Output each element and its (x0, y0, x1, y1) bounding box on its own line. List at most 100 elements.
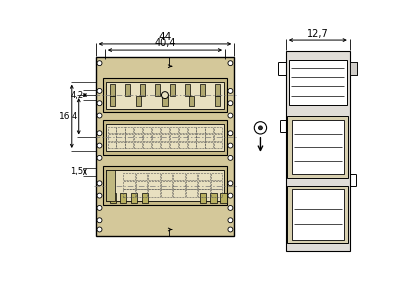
Bar (106, 124, 224, 151)
Bar (108, 142, 116, 148)
Circle shape (228, 227, 233, 232)
Bar (350, 62, 358, 75)
Bar (143, 142, 151, 148)
Bar (161, 127, 169, 133)
Circle shape (162, 92, 168, 99)
Bar (170, 127, 178, 133)
Bar (131, 193, 137, 203)
Text: 1,5: 1,5 (70, 167, 83, 176)
Bar (198, 189, 210, 197)
Bar (185, 84, 190, 95)
Text: 44: 44 (158, 32, 172, 42)
Circle shape (228, 61, 233, 66)
Bar (123, 173, 135, 180)
Bar (196, 127, 204, 133)
Bar (215, 84, 220, 95)
Bar (134, 134, 142, 141)
Bar (205, 127, 214, 133)
Bar (289, 60, 347, 105)
Bar (143, 134, 151, 141)
Circle shape (228, 193, 233, 198)
Bar (116, 142, 124, 148)
Bar (287, 116, 348, 178)
Bar (170, 134, 178, 141)
Bar (123, 181, 135, 188)
Bar (198, 181, 210, 188)
Circle shape (97, 131, 102, 136)
Circle shape (254, 122, 267, 134)
Bar (96, 57, 234, 236)
Bar (108, 127, 116, 133)
Bar (106, 82, 224, 109)
Text: 12,7: 12,7 (307, 29, 329, 38)
Circle shape (228, 131, 233, 136)
Bar (161, 142, 169, 148)
Circle shape (97, 218, 102, 223)
Bar (179, 127, 187, 133)
Bar (148, 189, 160, 197)
Bar (173, 189, 185, 197)
Circle shape (258, 126, 262, 130)
Bar (108, 134, 116, 141)
Bar (292, 190, 344, 240)
Bar (125, 127, 134, 133)
Text: 4,2: 4,2 (70, 91, 83, 100)
Circle shape (97, 181, 102, 186)
Bar (173, 181, 185, 188)
Bar (155, 84, 160, 95)
Circle shape (97, 113, 102, 118)
Bar (136, 95, 141, 106)
Circle shape (228, 218, 233, 223)
Bar (125, 142, 134, 148)
Bar (134, 142, 142, 148)
Bar (110, 84, 115, 95)
Bar (214, 142, 222, 148)
Bar (136, 181, 147, 188)
Bar (286, 51, 350, 251)
Bar (152, 142, 160, 148)
Bar (125, 134, 134, 141)
Bar (148, 173, 160, 180)
Bar (116, 127, 124, 133)
Bar (143, 127, 151, 133)
Bar (215, 95, 220, 106)
Bar (205, 142, 214, 148)
Bar (160, 181, 172, 188)
Bar (210, 189, 222, 197)
Bar (189, 95, 194, 106)
Bar (123, 189, 135, 197)
Bar (198, 173, 210, 180)
Bar (110, 193, 116, 203)
Bar (162, 95, 168, 106)
Bar (160, 173, 172, 180)
Bar (196, 142, 204, 148)
Bar (179, 134, 187, 141)
Bar (148, 181, 160, 188)
Bar (120, 193, 126, 203)
Bar (160, 189, 172, 197)
Bar (110, 95, 115, 106)
Bar (210, 173, 222, 180)
Bar (103, 78, 226, 112)
Circle shape (97, 155, 102, 160)
Bar (186, 189, 197, 197)
Bar (214, 134, 222, 141)
Circle shape (97, 101, 102, 106)
Bar (103, 166, 226, 205)
Circle shape (228, 88, 233, 93)
Bar (186, 181, 197, 188)
Bar (124, 84, 130, 95)
Bar (287, 186, 348, 243)
Bar (179, 142, 187, 148)
Bar (106, 170, 224, 201)
Bar (134, 127, 142, 133)
Bar (116, 134, 124, 141)
Bar (214, 127, 222, 133)
Text: 4: 4 (72, 112, 77, 121)
Bar (200, 193, 206, 203)
Bar (188, 142, 196, 148)
Circle shape (97, 193, 102, 198)
Circle shape (228, 205, 233, 210)
Bar (205, 134, 214, 141)
Bar (136, 173, 147, 180)
